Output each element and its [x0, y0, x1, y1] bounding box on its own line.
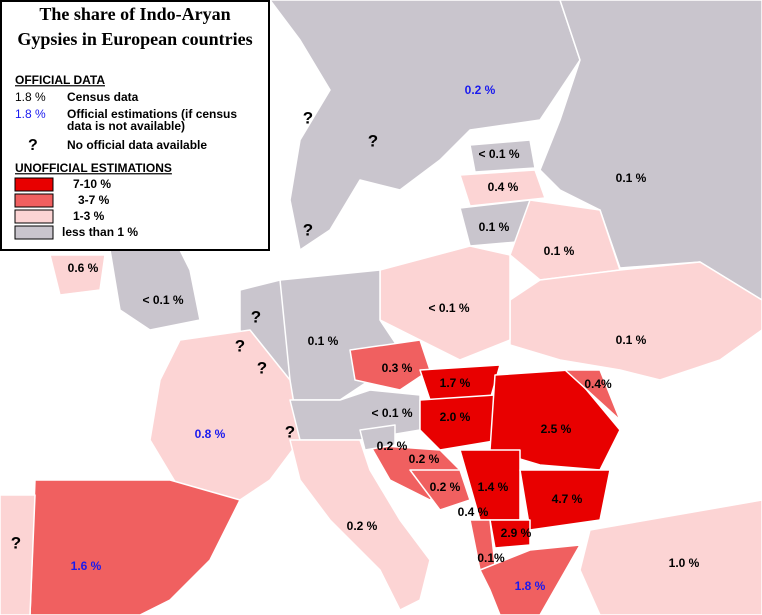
region-label: 0.8 %: [195, 427, 226, 441]
region-label: 1.6 %: [71, 559, 102, 573]
region-label: 2.0 %: [440, 410, 471, 424]
region-label: 2.5 %: [541, 422, 572, 436]
title: The share of Indo-Aryan: [39, 4, 230, 24]
legend-swatch: [14, 225, 54, 240]
region-label: 0.2 %: [465, 83, 496, 97]
region-label: 0.4%: [584, 377, 612, 391]
region-label: ?: [303, 220, 313, 239]
region-label: 0.4 %: [458, 505, 489, 519]
region-label: ?: [235, 336, 245, 355]
region-label: 0.1 %: [479, 220, 510, 234]
legend-heading: OFFICIAL DATA: [15, 73, 105, 87]
region-label: ?: [257, 358, 267, 377]
legend-text: 1-3 %: [73, 209, 105, 223]
legend-text: 7-10 %: [73, 177, 111, 191]
legend-text: Census data: [67, 90, 139, 104]
region-label: ?: [285, 422, 295, 441]
region-label: 0.4 %: [488, 180, 519, 194]
legend-text: data is not available): [67, 119, 185, 133]
region-label: < 0.1 %: [428, 301, 469, 315]
region-label: 0.2 %: [347, 519, 378, 533]
region-label: 0.1 %: [544, 244, 575, 258]
region-label: ?: [251, 307, 261, 326]
region-label: 0.6 %: [68, 261, 99, 275]
map-labels: 0.2 %?? < 0.1 % 0.4 % 0.1 %? 0.1 % 0.1 % 0.6 %…: [11, 83, 700, 593]
region-label: 1.4 %: [478, 480, 509, 494]
legend-text: Official estimations (if census: [67, 107, 237, 121]
title: Gypsies in European countries: [17, 29, 252, 49]
region-label: 0.1%: [477, 551, 505, 565]
legend-swatch: [14, 177, 54, 192]
legend-sample: ?: [28, 137, 38, 154]
legend-box: [0, 0, 270, 251]
region-label: 0.2 %: [430, 480, 461, 494]
legend: The share of Indo-Aryan Gypsies in Europe…: [0, 0, 270, 251]
legend-swatch: [14, 193, 54, 208]
region-label: < 0.1 %: [371, 406, 412, 420]
region-label: 0.3 %: [382, 361, 413, 375]
region-label: 0.2 %: [377, 439, 408, 453]
legend-text: No official data available: [67, 138, 207, 152]
region-label: < 0.1 %: [478, 147, 519, 161]
region-label: 0.1 %: [616, 333, 647, 347]
region-label: 0.1 %: [616, 171, 647, 185]
legend-text: 3-7 %: [78, 193, 110, 207]
region-label: 4.7 %: [552, 492, 583, 506]
region-label: < 0.1 %: [142, 293, 183, 307]
region-label: 1.7 %: [440, 376, 471, 390]
region-label: 0.1 %: [308, 334, 339, 348]
legend-sample: 1.8 %: [15, 107, 46, 121]
legend-text: less than 1 %: [62, 225, 138, 239]
region-label: 2.9 %: [501, 526, 532, 540]
region-label: ?: [303, 108, 313, 127]
legend-heading: UNOFFICIAL ESTIMATIONS: [15, 161, 172, 175]
region-label: 1.0 %: [669, 556, 700, 570]
region-label: ?: [368, 131, 378, 150]
legend-swatch: [14, 209, 54, 224]
region-label: ?: [11, 533, 21, 552]
region-label: 1.8 %: [515, 579, 546, 593]
legend-sample: 1.8 %: [15, 90, 46, 104]
region-label: 0.2 %: [409, 452, 440, 466]
